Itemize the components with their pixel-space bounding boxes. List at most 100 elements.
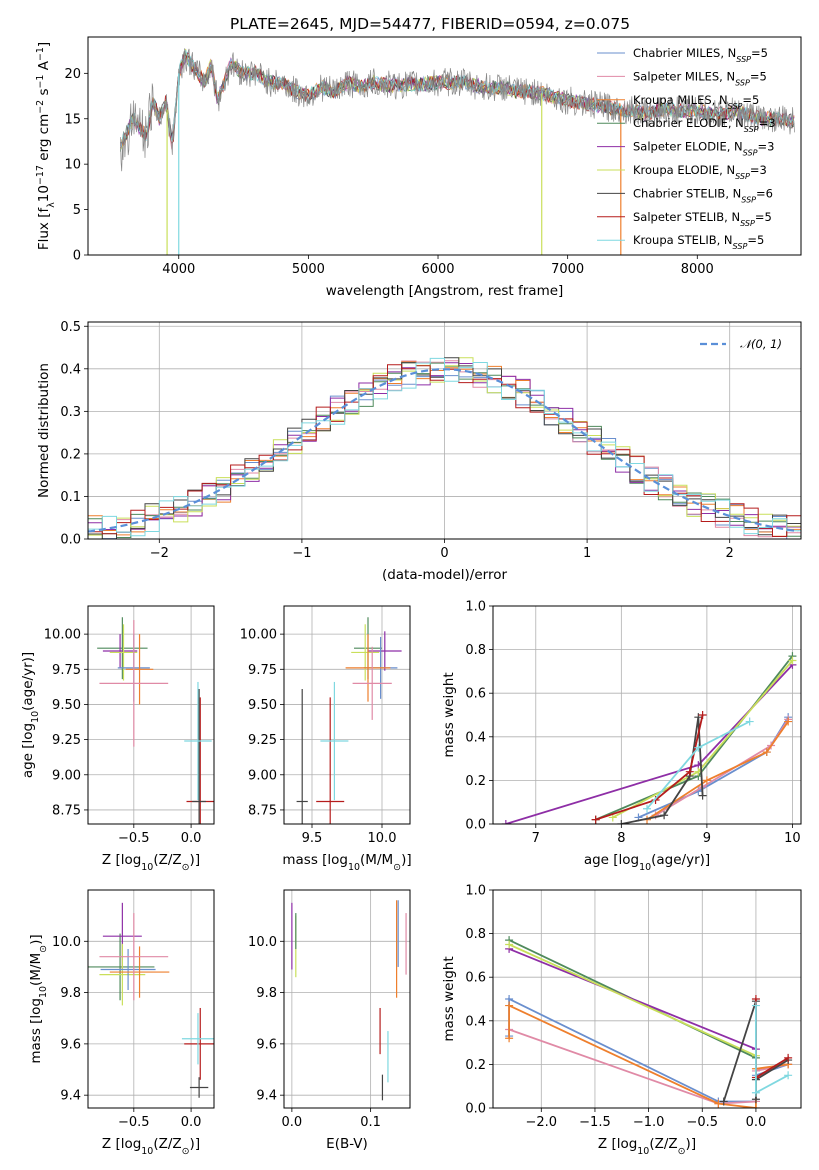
x-tick-label: −2.0 (526, 1115, 558, 1130)
x-tick-label: −0.5 (686, 1115, 718, 1130)
weight-marker (762, 748, 771, 757)
y-tick-label: 10.0 (248, 935, 277, 950)
error-bar-point (100, 948, 156, 991)
y-tick-label: 9.4 (60, 1089, 81, 1104)
x-tick-label: 10 (784, 831, 801, 846)
y-tick-label: 9.6 (256, 1037, 277, 1052)
y-tick-label: 9.8 (60, 986, 81, 1001)
legend-label: Salpeter ELODIE, NSSP=3 (633, 140, 774, 158)
x-tick-label: 2 (726, 546, 734, 561)
y-tick-label: 0.5 (60, 320, 81, 335)
data-spectrum-line (120, 48, 795, 172)
weight-marker (591, 815, 600, 824)
x-tick-label: 1 (583, 546, 591, 561)
weight-marker (714, 1099, 723, 1108)
weight-line (595, 655, 794, 821)
mass-vs-extinction-panel: 0.0 0.1 9.4 9.6 9.8 10.0 E(B-V) (248, 889, 411, 1152)
error-bar-point (316, 697, 345, 824)
weight-line (638, 716, 789, 819)
age-vs-metallicity-panel: −0.5 0.0 8.75 9.00 9.25 9.50 9.75 10.00 Z [log10… (20, 605, 215, 873)
weight-marker (751, 1104, 760, 1108)
legend-label: 𝒩(0, 1) (740, 337, 782, 351)
x-axis-label: age [log10(age/yr)] (584, 852, 710, 873)
legend-label: Chabrier ELODIE, NSSP=3 (633, 116, 776, 134)
weight-marker (751, 1001, 760, 1010)
weight-marker (694, 743, 703, 752)
histograms (88, 357, 801, 539)
figure-title: PLATE=2645, MJD=54477, FIBERID=0594, z=0… (230, 15, 630, 33)
x-axis-label: E(B-V) (326, 1136, 368, 1152)
x-axis-label: Z [log10(Z/Z⊙)] (102, 1136, 200, 1157)
error-bar-point (352, 646, 392, 720)
legend-label: Chabrier MILES, NSSP=5 (633, 46, 768, 64)
error-bar-point (109, 946, 170, 998)
error-bar-point (99, 620, 169, 747)
weight-marker (698, 791, 707, 800)
x-tick-label: 7000 (551, 262, 584, 277)
x-tick-label: 0.0 (746, 1115, 767, 1130)
y-axis-label: Flux [fλ10−17 erg cm−2 s−1 A−1] (35, 42, 57, 250)
weight-marker (505, 940, 514, 949)
weight-marker (505, 1034, 514, 1043)
weight-marker (698, 711, 707, 719)
y-tick-label: 0.0 (465, 1102, 486, 1117)
axes-frame (492, 889, 802, 1109)
y-axis-label: mass [log10(M/M⊙)] (28, 934, 49, 1063)
residuals-panel: −2 −1 0 1 2 0.0 0.1 0.2 0.3 0.4 0.5 (data-model)/er… (36, 320, 802, 583)
y-tick-label: 1.0 (465, 600, 486, 615)
age-vs-mass-panel: 9.5 10.0 8.75 9.00 9.25 9.50 9.75 10.00 mass [lo… (240, 605, 412, 873)
y-tick-label: 10 (64, 158, 81, 173)
gaussian-curve (88, 368, 799, 533)
x-axis-label: mass [log10(M/M⊙)] (282, 852, 411, 873)
y-tick-label: 0.4 (60, 362, 81, 377)
y-tick-label: 1.0 (465, 884, 486, 899)
y-tick-label: 10.0 (52, 935, 81, 950)
mass-vs-metallicity-panel: −0.5 0.0 9.4 9.6 9.8 10.0 Z [log10(Z/Z⊙)] mass … (28, 889, 215, 1157)
axes-frame (87, 36, 802, 256)
y-axis-label: mass weight (441, 672, 457, 757)
error-bar-point (320, 681, 349, 801)
error-bars (291, 900, 407, 1101)
y-tick-label: 9.25 (248, 733, 277, 748)
weight-line (646, 720, 789, 821)
x-tick-label: −2 (150, 546, 169, 561)
x-tick-label: 0.0 (181, 1115, 202, 1130)
error-bar-point (99, 913, 169, 1001)
y-tick-label: 9.75 (52, 663, 81, 678)
y-tick-label: 10.00 (44, 628, 81, 643)
x-axis-label: Z [log10(Z/Z⊙)] (598, 1136, 696, 1157)
weight-marker (685, 767, 694, 776)
y-tick-label: 20 (64, 67, 81, 82)
weight-marker (660, 811, 669, 820)
x-tick-label: −0.5 (118, 831, 150, 846)
weight-marker (702, 776, 711, 785)
y-tick-label: 0 (73, 249, 81, 264)
y-tick-label: 0.4 (465, 1014, 486, 1029)
y-tick-label: 0.4 (465, 730, 486, 745)
x-tick-label: 8 (617, 831, 625, 846)
weight-marker (643, 804, 651, 813)
weight-marker (501, 820, 510, 824)
weight-vs-age-panel: 7 8 9 10 0.0 0.2 0.4 0.6 0.8 1.0 age [log10(age/yr… (441, 600, 802, 873)
y-tick-label: 9.00 (248, 768, 277, 783)
weight-marker (617, 820, 626, 824)
error-bars (88, 902, 214, 1098)
axes-frame (283, 605, 411, 825)
legend-label: Kroupa ELODIE, NSSP=3 (633, 163, 767, 181)
y-tick-label: 9.75 (248, 663, 277, 678)
weight-line (755, 1005, 789, 1095)
weight-marker (784, 1053, 793, 1062)
spectrum-legend: Chabrier MILES, NSSP=5 Salpeter MILES, NS… (597, 46, 776, 251)
error-bar-point (189, 1077, 209, 1098)
error-bar-point (351, 624, 380, 681)
weight-lines (501, 652, 797, 824)
weight-line (508, 943, 757, 1057)
error-bar-point (125, 634, 154, 705)
y-tick-label: 9.6 (60, 1037, 81, 1052)
x-tick-label: 10.0 (368, 831, 397, 846)
x-axis-label: (data-model)/error (382, 567, 508, 583)
error-bar-point (102, 634, 138, 668)
error-bar-point (99, 943, 146, 1006)
y-tick-label: 10.00 (240, 628, 277, 643)
error-bars (97, 617, 214, 824)
